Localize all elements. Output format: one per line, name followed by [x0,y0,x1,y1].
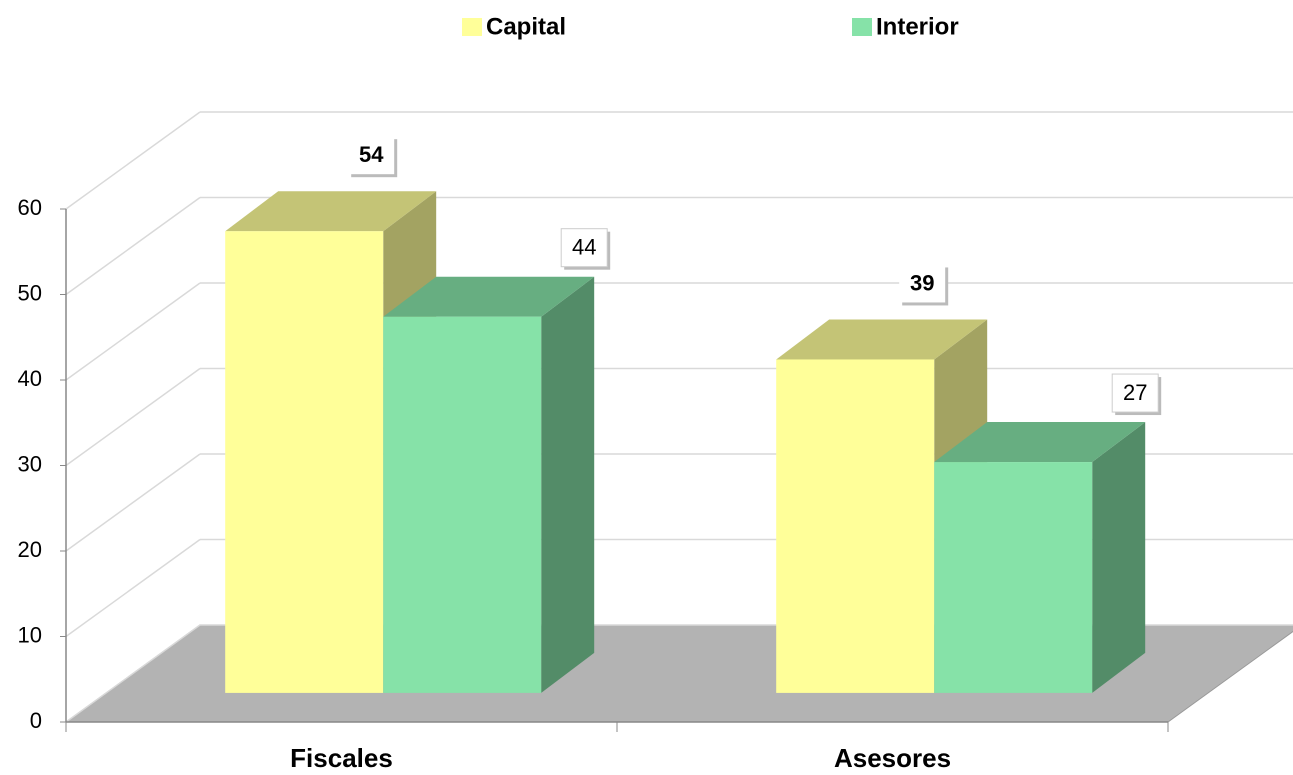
x-tick-label: Asesores [834,743,951,773]
legend-swatch [852,18,872,36]
y-tick-label: 50 [18,280,42,305]
bar-front [225,231,384,693]
bar-top [225,191,437,232]
data-label: 39 [910,270,934,295]
y-tick-label: 10 [18,622,42,647]
label-box [348,136,395,175]
bar-front [776,359,935,693]
legend-label: Interior [876,13,959,40]
y-tick-label: 60 [18,195,42,220]
grid-line [65,196,201,296]
x-tick-label: Fiscales [290,743,393,773]
legend-swatch [462,18,482,36]
y-tick-label: 20 [18,537,42,562]
y-tick-label: 40 [18,366,42,391]
bar [383,276,595,693]
data-label: 27 [1123,380,1147,405]
bar-front [934,462,1093,693]
bar-side [541,276,595,693]
grid-line [65,282,201,381]
bar-top [383,276,595,317]
label-box [899,264,946,303]
y-tick-label: 0 [30,708,42,733]
label-box [1111,373,1159,413]
legend-label: Capital [486,13,566,40]
bar [934,422,1146,693]
grid-line [65,111,201,210]
grid-line [65,538,201,638]
bar-top [776,319,988,360]
grid-line [65,367,201,467]
data-label: 44 [572,235,596,260]
label-box [560,228,608,268]
grid-line [65,624,201,723]
y-tick-label: 30 [18,451,42,476]
bar-side [1092,422,1146,693]
data-label: 54 [359,142,384,167]
bar-top [934,422,1146,463]
bar-front [383,316,542,693]
grid-line [65,453,201,552]
